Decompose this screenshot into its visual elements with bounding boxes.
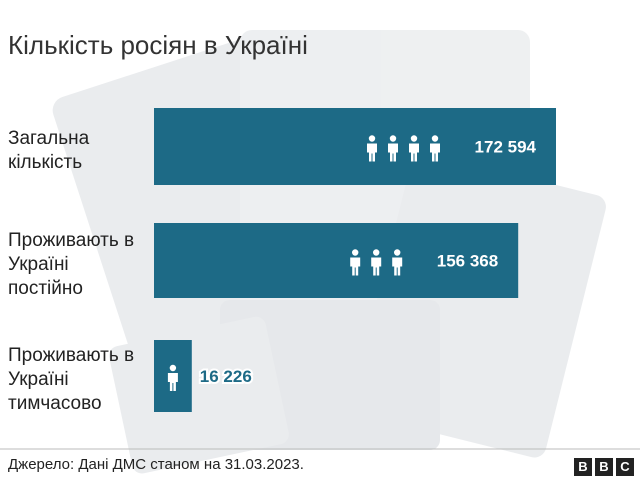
- person-head: [410, 135, 418, 142]
- logo-letter: C: [616, 458, 634, 476]
- person-body: [392, 257, 403, 276]
- person-head: [352, 249, 359, 256]
- person-icon: [371, 249, 382, 276]
- category-label: Загальна кількість: [8, 127, 90, 173]
- person-head: [389, 135, 397, 142]
- person-body: [371, 257, 382, 276]
- value-label: 156 368: [437, 252, 498, 271]
- bar: [154, 108, 556, 185]
- value-label: 16 226: [200, 367, 252, 386]
- value-label: 172 594: [475, 138, 537, 157]
- person-head: [373, 249, 380, 256]
- person-head: [169, 364, 177, 372]
- person-icon: [167, 364, 178, 391]
- person-head: [394, 249, 401, 256]
- person-icon: [367, 135, 377, 162]
- logo-letter: B: [595, 458, 613, 476]
- person-head: [431, 135, 439, 142]
- chart-title: Кількість росіян в Україні: [8, 30, 308, 60]
- person-body: [167, 373, 178, 391]
- source: Джерело: Дані ДМС станом на 31.03.2023.: [8, 456, 304, 473]
- person-icon: [409, 135, 419, 162]
- logo-letter: B: [574, 458, 592, 476]
- person-head: [368, 135, 376, 142]
- person-icon: [388, 135, 398, 162]
- person-icon: [392, 249, 403, 276]
- person-icon: [350, 249, 361, 276]
- person-body: [409, 143, 419, 162]
- person-body: [350, 257, 361, 276]
- person-icon: [430, 135, 440, 162]
- person-body: [388, 143, 398, 162]
- category-label: Проживають в Україні тимчасово: [8, 345, 135, 414]
- person-body: [367, 143, 377, 162]
- person-body: [430, 143, 440, 162]
- category-label: Проживають в Україні постійно: [8, 229, 135, 299]
- bar: [154, 223, 519, 298]
